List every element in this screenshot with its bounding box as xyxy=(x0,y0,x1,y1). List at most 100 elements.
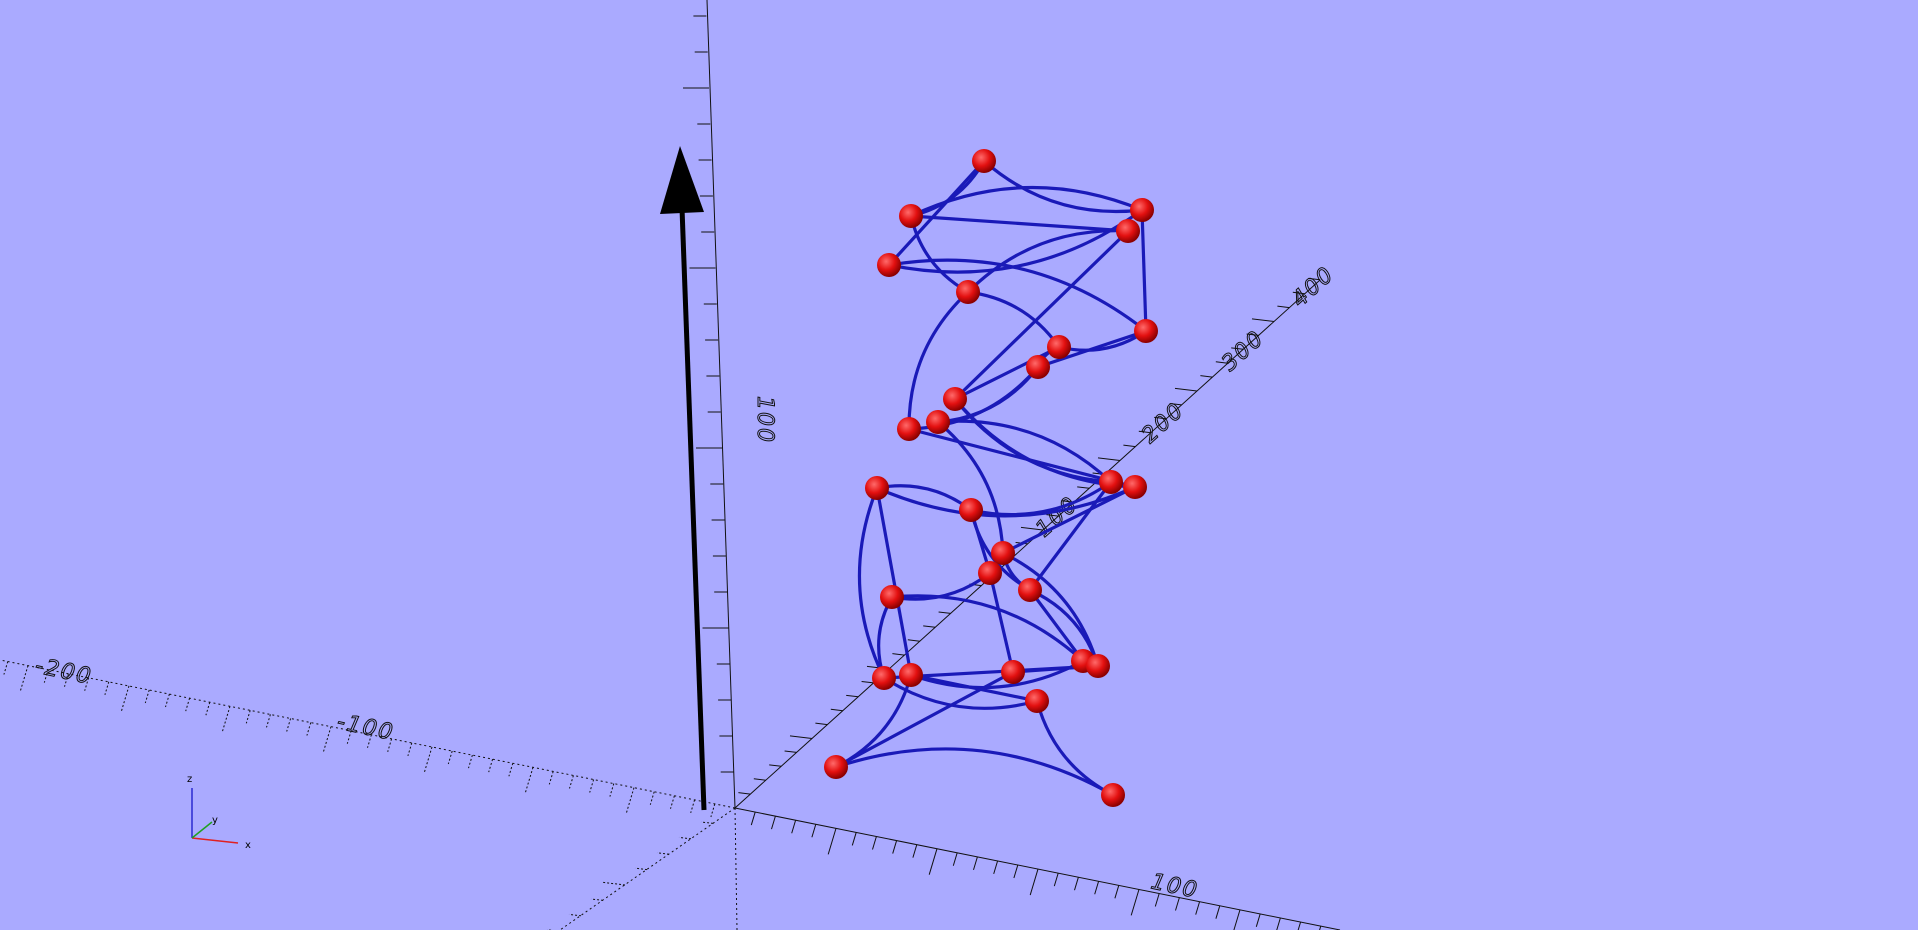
x-axis-tick xyxy=(973,856,978,870)
z-label-100: 100 xyxy=(752,396,777,444)
helix-node-sphere[interactable] xyxy=(1130,198,1154,222)
helix-curve[interactable] xyxy=(966,229,1130,294)
x-axis-tick xyxy=(1053,872,1059,887)
helix-curve[interactable] xyxy=(969,480,1113,517)
helix-curve[interactable] xyxy=(982,159,1144,214)
helix-curve[interactable] xyxy=(1140,208,1148,333)
y-axis-tick xyxy=(846,694,859,698)
y-axis-tick xyxy=(923,625,936,628)
helix-node-sphere[interactable] xyxy=(824,755,848,779)
helix-node-sphere[interactable] xyxy=(943,387,967,411)
y-axis-tick xyxy=(1077,486,1090,489)
x-axis-tick xyxy=(1319,925,1322,930)
helix-node-sphere[interactable] xyxy=(1086,654,1110,678)
x-axis-tick xyxy=(1029,868,1039,896)
helix-curve[interactable] xyxy=(909,214,1130,233)
helix-curve[interactable] xyxy=(909,659,1085,690)
x-axis-tick xyxy=(928,848,938,875)
helix-node-sphere[interactable] xyxy=(1099,470,1123,494)
x-axis-tick xyxy=(811,824,817,838)
helix-node-sphere[interactable] xyxy=(1025,689,1049,713)
helix-curve[interactable] xyxy=(875,486,913,677)
helix-curve[interactable] xyxy=(834,747,1115,797)
helix-curve[interactable] xyxy=(887,258,1148,333)
helix-curve[interactable] xyxy=(834,670,1015,769)
helix-node-sphere[interactable] xyxy=(1134,319,1158,343)
helix-curve[interactable] xyxy=(907,290,970,431)
x-axis-tick-negative xyxy=(120,685,130,713)
helix-curve[interactable] xyxy=(875,485,1137,518)
helix-node-sphere[interactable] xyxy=(899,204,923,228)
helix-node-sphere[interactable] xyxy=(1018,578,1042,602)
x-axis-tick xyxy=(1094,881,1100,895)
x-axis-tick xyxy=(952,852,958,866)
z-axis-negative xyxy=(734,807,738,930)
y-axis-tick xyxy=(784,750,797,753)
y-axis-tick xyxy=(769,764,782,767)
up-arrow-icon xyxy=(660,146,707,811)
x-axis-tick xyxy=(771,815,776,830)
helix-node-sphere[interactable] xyxy=(897,417,921,441)
x-axis-tick-negative xyxy=(423,746,433,774)
y-axis-tick xyxy=(892,653,905,656)
x-axis-tick-negative xyxy=(19,665,29,692)
x-axis-tick xyxy=(993,860,999,875)
helix-node-sphere[interactable] xyxy=(1123,475,1147,499)
y-axis-tick xyxy=(1154,416,1167,420)
x-axis-tick xyxy=(912,844,918,858)
helix-node-sphere[interactable] xyxy=(865,476,889,500)
y-axis-tick xyxy=(815,722,828,726)
y-axis-tick xyxy=(907,639,920,642)
x-axis-tick xyxy=(1195,901,1201,915)
x-axis-tick-negative xyxy=(524,767,534,794)
y-axis-tick xyxy=(1020,526,1044,531)
helix-node-sphere[interactable] xyxy=(877,253,901,277)
helix-node-sphere[interactable] xyxy=(1116,219,1140,243)
helix-curve[interactable] xyxy=(966,290,1061,349)
helix-node-sphere[interactable] xyxy=(972,149,996,173)
x-axis-tick xyxy=(1130,889,1140,916)
helix-curve[interactable] xyxy=(882,676,1039,710)
helix-nodes[interactable] xyxy=(824,149,1158,807)
helix-node-sphere[interactable] xyxy=(1047,335,1071,359)
helix-curve[interactable] xyxy=(936,420,1005,555)
helix-curve[interactable] xyxy=(953,345,1061,401)
helix-node-sphere[interactable] xyxy=(978,561,1002,585)
y-axis-tick xyxy=(938,611,951,614)
x-axis-tick xyxy=(1114,885,1120,899)
helix-node-sphere[interactable] xyxy=(956,280,980,304)
helix-node-sphere[interactable] xyxy=(880,585,904,609)
helix-curve[interactable] xyxy=(890,594,1085,663)
y-axis-tick xyxy=(1169,402,1182,406)
x-axis-tick xyxy=(1297,921,1302,930)
helix-curve[interactable] xyxy=(887,159,986,267)
helix-node-sphere[interactable] xyxy=(991,541,1015,565)
x-axis-tick xyxy=(750,811,756,826)
helix-node-sphere[interactable] xyxy=(1101,783,1125,807)
y-axis-tick xyxy=(738,792,751,795)
x-axis-tick xyxy=(872,836,877,850)
y-axis-tick xyxy=(1251,318,1275,322)
helix-curve[interactable] xyxy=(909,185,1144,218)
y-axis-tick xyxy=(1277,305,1290,309)
helix-node-sphere[interactable] xyxy=(1026,355,1050,379)
x-axis-tick xyxy=(827,828,837,855)
helix-node-sphere[interactable] xyxy=(1001,660,1025,684)
helix-curve[interactable] xyxy=(857,486,886,680)
helix-node-sphere[interactable] xyxy=(959,498,983,522)
z-axis-positive xyxy=(706,0,736,809)
x-axis-tick xyxy=(1215,905,1221,919)
coordinate-axes xyxy=(0,0,1341,930)
helix-curve[interactable] xyxy=(907,365,1040,431)
x-axis-tick xyxy=(1175,897,1180,911)
helix-node-sphere[interactable] xyxy=(899,663,923,687)
gizmo-z-label: z xyxy=(187,774,192,785)
helix-curve[interactable] xyxy=(909,673,1039,703)
helix-curve[interactable] xyxy=(1028,480,1113,592)
x-axis-tick xyxy=(1154,893,1160,907)
helix-node-sphere[interactable] xyxy=(926,410,950,434)
helix-node-sphere[interactable] xyxy=(872,666,896,690)
helix-curve[interactable] xyxy=(953,229,1130,401)
x-axis-tick-negative xyxy=(322,726,332,753)
